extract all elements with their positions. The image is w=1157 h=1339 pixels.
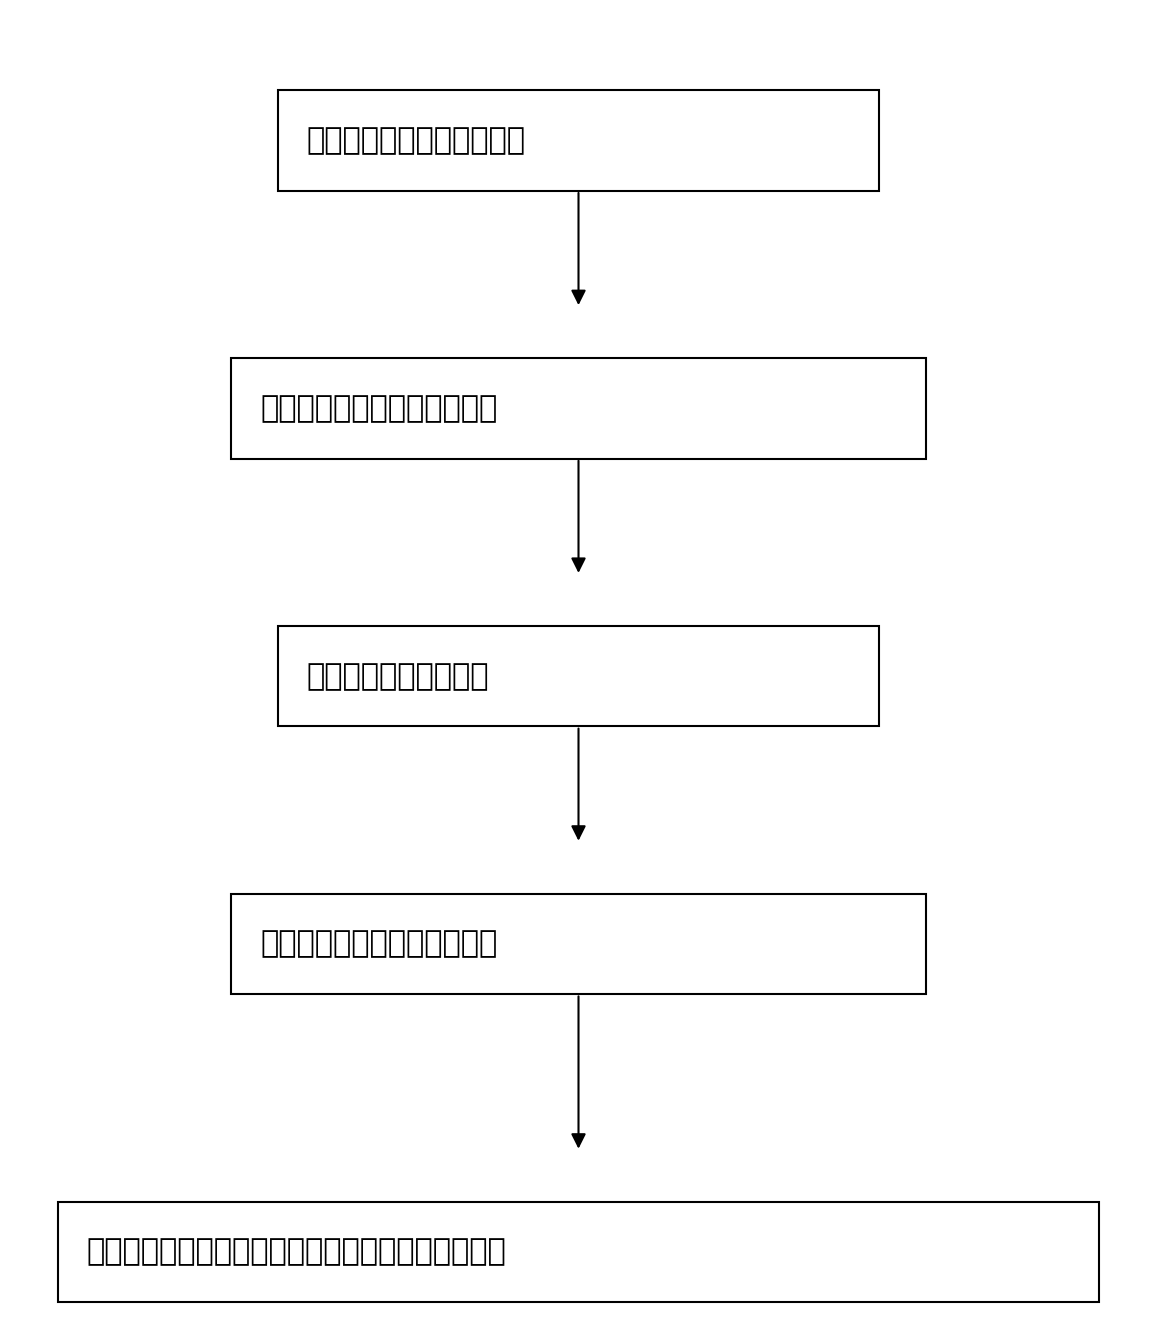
Text: 向级间连接结构发出解锁信号: 向级间连接结构发出解锁信号 <box>260 394 498 423</box>
Bar <box>231 359 926 458</box>
Bar <box>278 627 879 726</box>
Bar <box>278 90 879 190</box>
Text: 上面级发动机发出点火信号: 上面级发动机发出点火信号 <box>307 126 525 155</box>
Text: 上面级发动机的噴口堵片打开: 上面级发动机的噴口堵片打开 <box>260 929 498 959</box>
Text: 级间连接结构完成解锁: 级间连接结构完成解锁 <box>307 661 489 691</box>
Bar <box>231 894 926 994</box>
Bar <box>58 1202 1099 1302</box>
Text: 上面级发动机产生的推力直接作用于下面级箭体残骸: 上面级发动机产生的推力直接作用于下面级箭体残骸 <box>87 1237 507 1267</box>
